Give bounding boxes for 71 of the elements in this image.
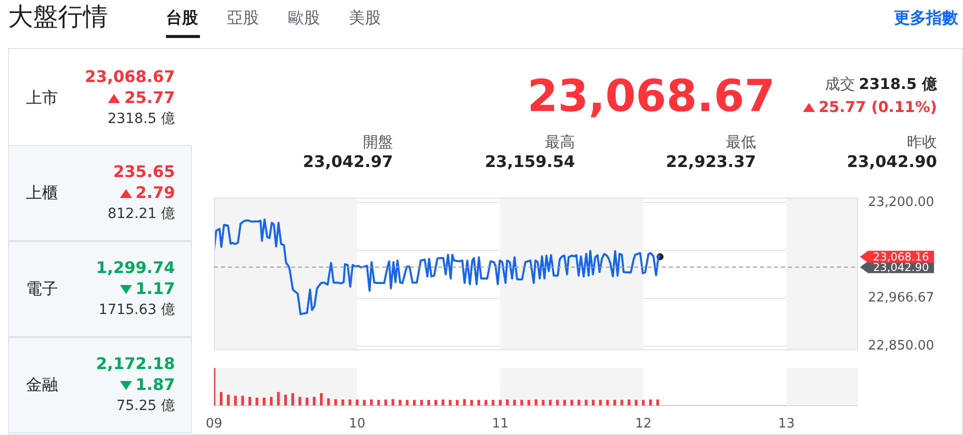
bar: [370, 399, 373, 406]
text: 22,923.37: [666, 152, 756, 171]
text: 2.79: [136, 183, 175, 202]
text: 2318.5 億: [108, 111, 175, 127]
text: 台股: [166, 8, 198, 27]
text: 812.21 億: [108, 206, 175, 222]
text: 1715.63 億: [98, 302, 175, 318]
bar: [649, 399, 652, 406]
bar: [241, 396, 244, 406]
text: 歐股: [288, 8, 320, 27]
text: 大盤行情: [8, 2, 108, 31]
bar: [556, 400, 559, 406]
text: 上市: [26, 88, 58, 107]
text: 最低: [726, 133, 756, 151]
bar: [513, 400, 516, 406]
bar: [348, 399, 352, 406]
x-tick-label: 09: [206, 416, 222, 432]
bar: [277, 392, 280, 406]
text: 2,172.18: [96, 354, 175, 373]
text: 23,068.67: [84, 67, 175, 86]
bar: [420, 400, 423, 406]
x-tick-label: 13: [778, 416, 795, 432]
bar: [334, 399, 337, 406]
bar: [392, 399, 394, 406]
bar: [262, 398, 266, 406]
y-tick-label: 22,850.00: [868, 338, 934, 354]
text: 2318.5 億: [858, 75, 937, 93]
text: 23,068.67: [527, 71, 775, 122]
bar: [320, 393, 323, 406]
text: 電子: [26, 279, 58, 298]
bar: [306, 398, 308, 406]
text: 23,042.90: [846, 152, 937, 171]
bar: [226, 394, 230, 406]
bar: [534, 399, 538, 406]
text: 1.17: [136, 279, 175, 298]
bar: [398, 400, 402, 406]
bar: [628, 399, 630, 406]
y-tick-label: 22,966.67: [868, 290, 934, 306]
bar: [284, 394, 287, 406]
bar: [442, 399, 444, 406]
text: 235.65: [113, 162, 175, 181]
x-tick-label: 12: [635, 416, 652, 432]
x-tick-label: 11: [492, 416, 508, 432]
bar: [492, 400, 494, 406]
text: 亞股: [227, 8, 259, 27]
text: 上櫃: [26, 183, 58, 202]
bar: [234, 396, 237, 406]
text: 成交: [824, 75, 855, 93]
text: 美股: [349, 8, 381, 27]
text: 金融: [26, 375, 58, 394]
bar: [377, 400, 380, 406]
text: 1,299.74: [96, 258, 175, 277]
bar: [256, 398, 258, 406]
text: 23,159.54: [484, 152, 575, 171]
text: 75.25 億: [116, 398, 175, 414]
x-tick-label: 10: [348, 416, 366, 432]
text: 昨收: [907, 133, 937, 151]
bar: [220, 392, 222, 406]
text: 1.87: [136, 375, 175, 394]
text: 23,042.97: [302, 152, 393, 171]
text: 更多指數: [894, 8, 958, 27]
text: 25.77: [124, 88, 175, 107]
bar: [291, 393, 294, 406]
text: 最高: [545, 133, 575, 151]
text: 25.77 (0.11%): [818, 98, 937, 116]
text: 開盤: [363, 133, 393, 151]
bar: [463, 399, 466, 406]
bar: [327, 398, 330, 406]
bar: [606, 400, 609, 406]
y-tick-label: 23,200.00: [868, 195, 934, 210]
bar: [578, 400, 580, 406]
